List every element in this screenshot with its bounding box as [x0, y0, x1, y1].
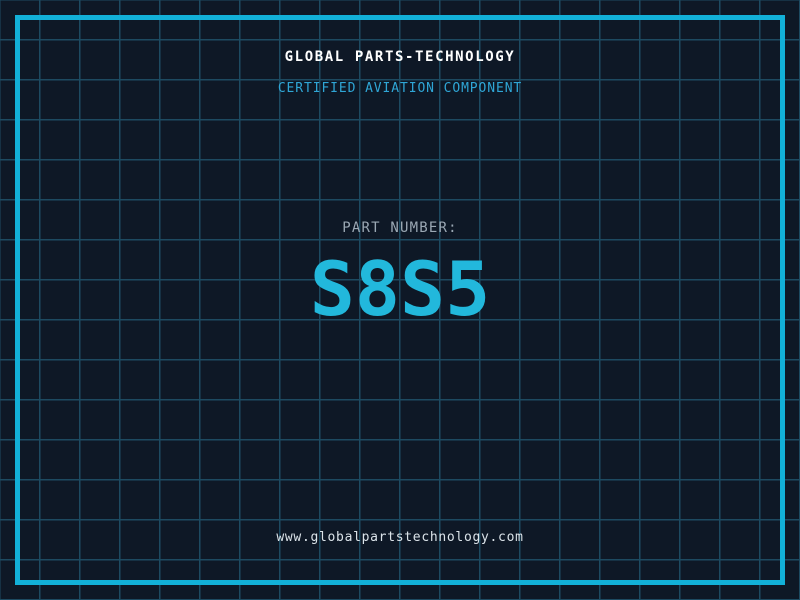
certification-subtitle: CERTIFIED AVIATION COMPONENT [277, 81, 523, 96]
part-number-value: S8S5 [309, 245, 491, 333]
part-number-label: PART NUMBER: [342, 220, 458, 236]
company-title: GLOBAL PARTS-TECHNOLOGY [284, 49, 516, 65]
website-url: www.globalpartstechnology.com [276, 530, 524, 545]
